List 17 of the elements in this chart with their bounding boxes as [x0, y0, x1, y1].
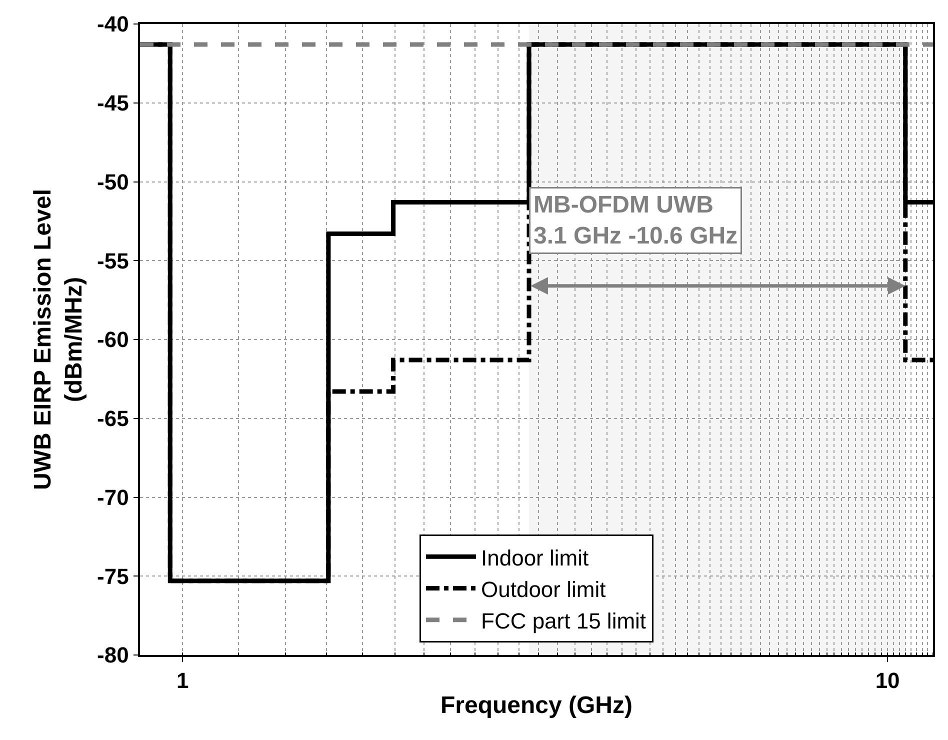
- y-tick-label: -65: [97, 406, 129, 432]
- x-axis-title: Frequency (GHz): [440, 692, 633, 719]
- y-tick-label: -60: [97, 327, 129, 352]
- y-tick-label: -40: [97, 12, 129, 37]
- y-tick-label: -75: [97, 564, 129, 589]
- legend-label: Indoor limit: [481, 545, 589, 570]
- legend-label: Outdoor limit: [481, 576, 606, 602]
- y-tick-label: -70: [97, 484, 129, 510]
- y-axis-title: UWB EIRP Emission Level (dBm/MHz): [29, 189, 88, 490]
- legend-label: FCC part 15 limit: [481, 608, 646, 634]
- x-tick-label: 10: [875, 668, 900, 694]
- y-tick-label: -80: [97, 642, 129, 668]
- y-tick-label: -45: [97, 90, 129, 116]
- y-tick-label: -55: [97, 248, 129, 274]
- band-label: MB-OFDM UWB 3.1 GHz -10.6 GHz: [534, 192, 738, 250]
- y-tick-label: -50: [97, 169, 129, 194]
- x-tick-label: 1: [176, 668, 189, 694]
